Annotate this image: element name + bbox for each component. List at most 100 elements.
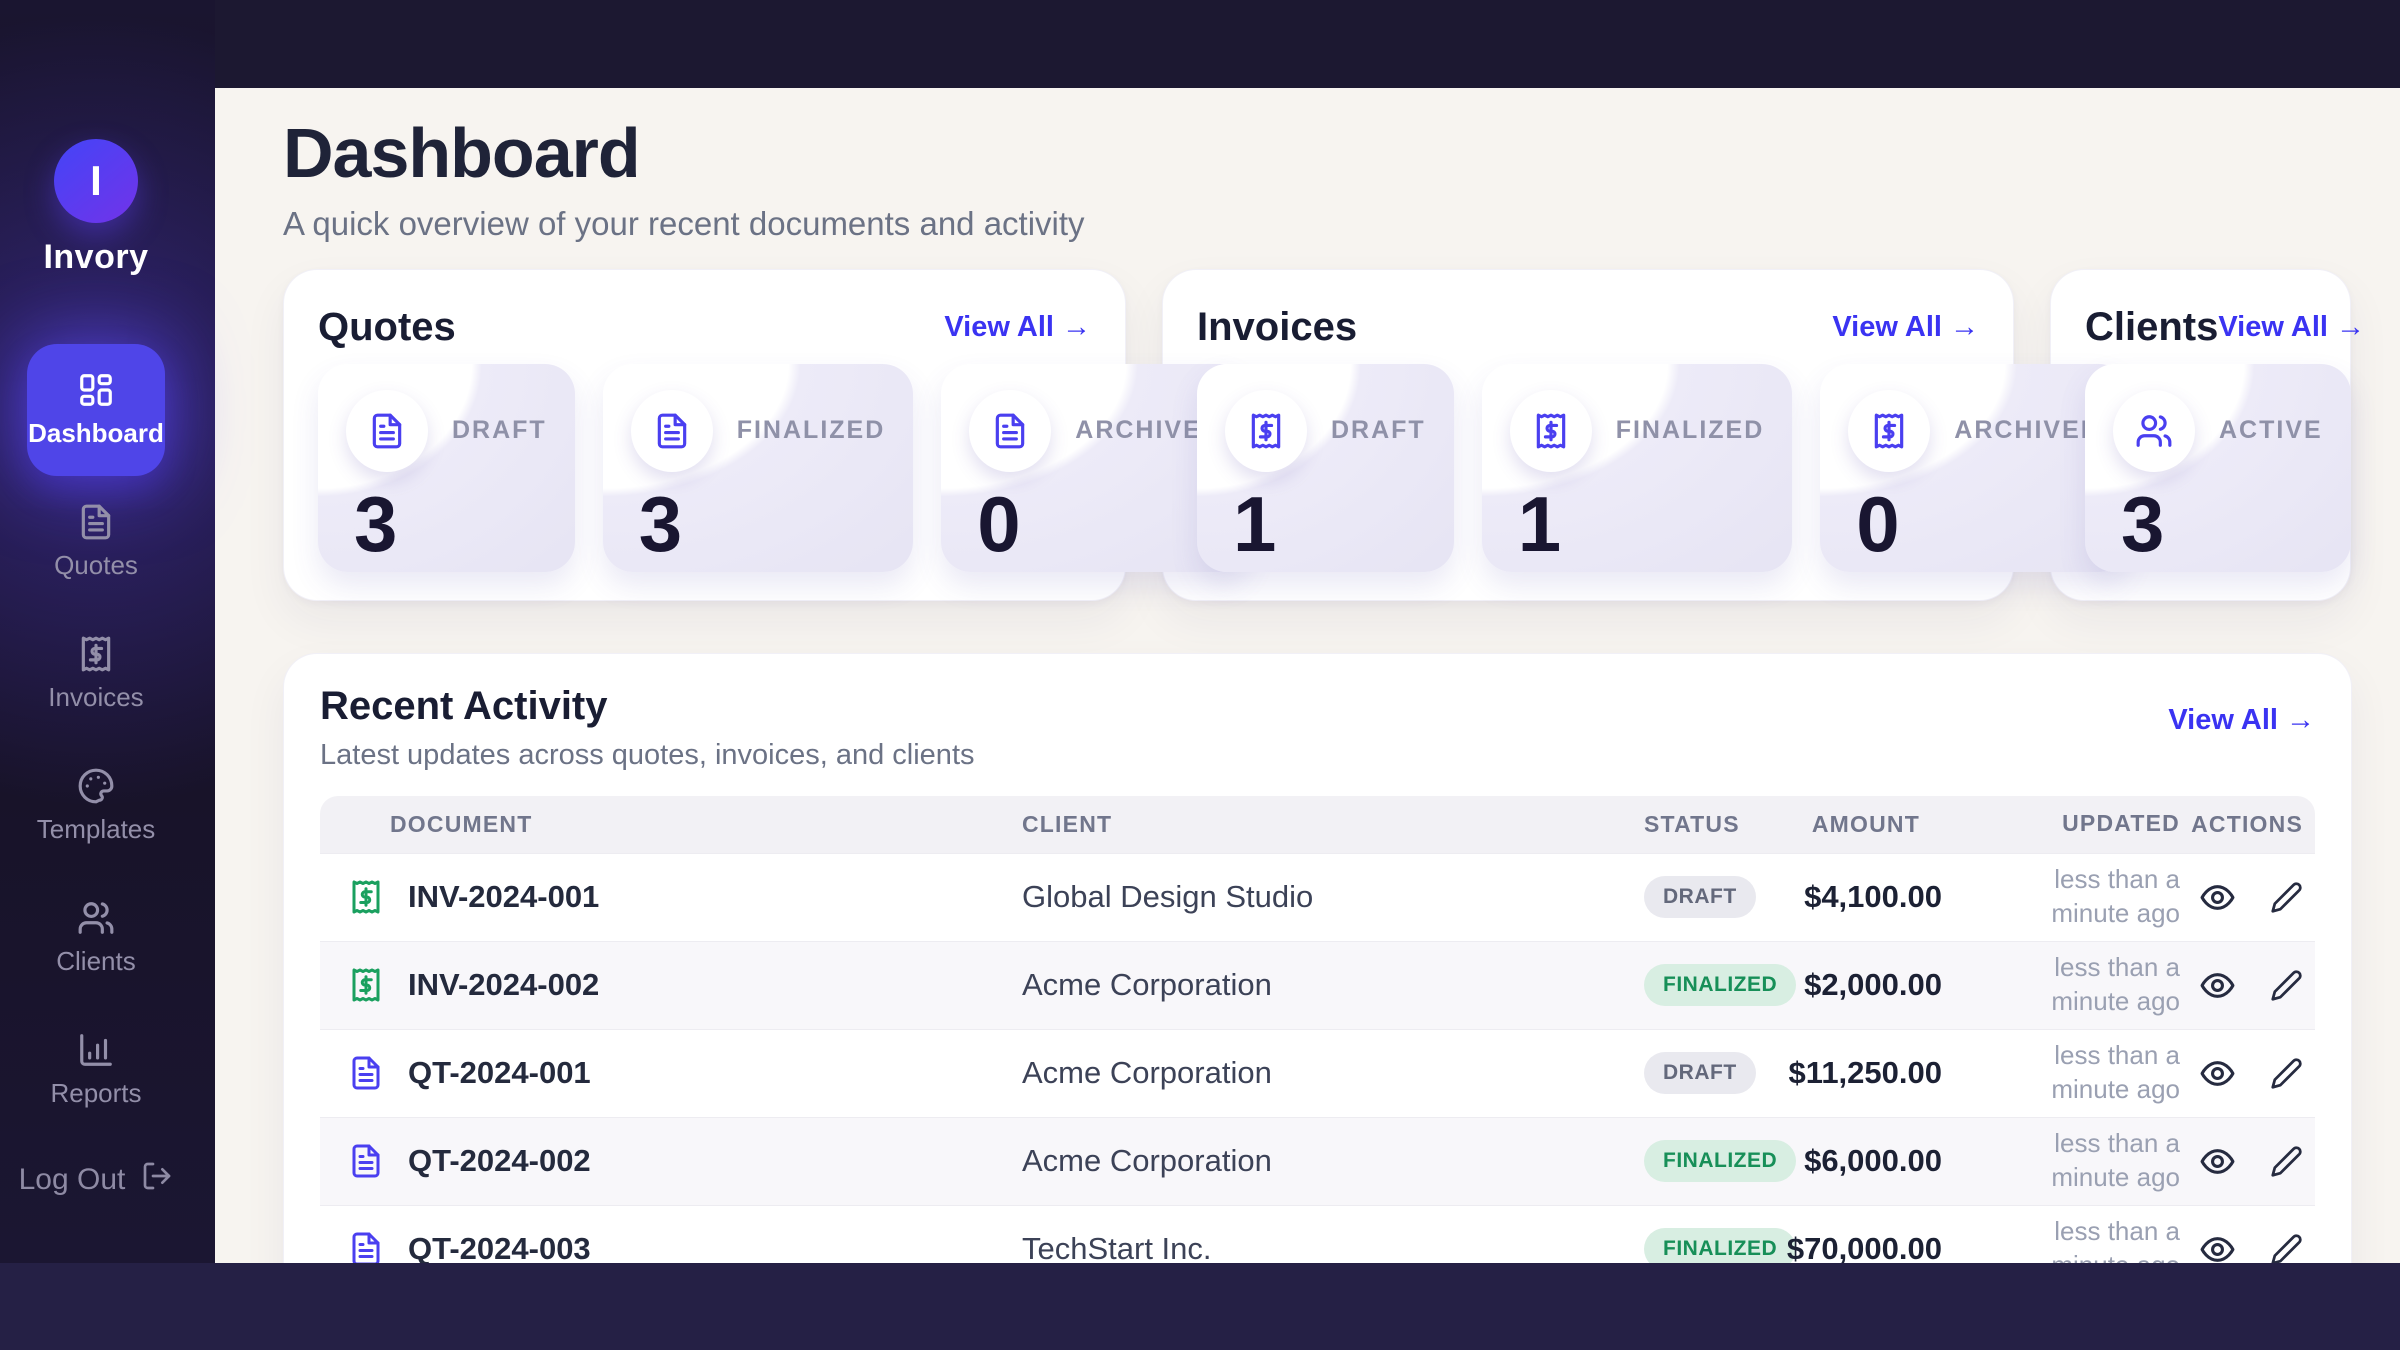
pencil-icon[interactable]	[2270, 1057, 2303, 1090]
sidebar-item-label: Reports	[50, 1078, 142, 1108]
sidebar-item-label: Templates	[36, 814, 156, 844]
invoices-summary-card: Invoices View All → DRAFT 1 FINALIZED 1 ARCHIV…	[1162, 268, 2129, 601]
status-cell: DRAFT	[1622, 1052, 1772, 1095]
stat-value: 1	[1517, 479, 1562, 568]
recent-activity-subtitle: Latest updates across quotes, invoices, …	[320, 738, 975, 771]
brand-name: Invory	[43, 238, 149, 276]
updated-cell: less than a minute ago	[2051, 1128, 2180, 1193]
document-id: INV-2024-002	[408, 967, 600, 1003]
file-text-icon	[77, 503, 115, 541]
sidebar-item-label: Clients	[56, 946, 136, 976]
client-cell: Acme Corporation	[1022, 1055, 1272, 1091]
status-badge: FINALIZED	[1644, 1228, 1797, 1263]
receipt-icon	[1225, 389, 1307, 472]
document-cell: QT-2024-002	[320, 1143, 1022, 1179]
file-text-icon	[348, 1143, 384, 1179]
sidebar-item-clients[interactable]: Clients	[0, 872, 192, 1004]
stat-label: ARCHIVED	[1075, 416, 1222, 445]
amount-cell: $4,100.00	[1804, 879, 1942, 915]
stat-value: 1	[1233, 479, 1277, 568]
table-row: QT-2024-003 TechStart Inc. FINALIZED $70,00…	[320, 1204, 2315, 1263]
actions-cell	[2199, 1055, 2315, 1092]
status-badge: FINALIZED	[1644, 1140, 1797, 1183]
table-row: QT-2024-002 Acme Corporation FINALIZED $6,0…	[320, 1116, 2315, 1205]
status-badge: FINALIZED	[1644, 964, 1797, 1007]
document-cell: QT-2024-001	[320, 1055, 1022, 1091]
client-cell: Global Design Studio	[1022, 879, 1314, 915]
page-title: Dashboard	[283, 114, 641, 192]
client-cell: Acme Corporation	[1022, 1143, 1272, 1179]
stat-value: 3	[2121, 479, 2165, 568]
stat-label: ACTIVE	[2219, 416, 2323, 445]
recent-activity-table: DOCUMENT CLIENT STATUS AMOUNT UPDATED ACTIONS…	[320, 795, 2315, 1263]
receipt-icon	[77, 635, 115, 673]
actions-cell	[2199, 879, 2315, 916]
sidebar-item-quotes[interactable]: Quotes	[0, 476, 192, 608]
table-row: QT-2024-001 Acme Corporation DRAFT $11,250.…	[320, 1028, 2315, 1117]
document-id: QT-2024-002	[408, 1143, 591, 1179]
file-text-icon	[630, 389, 713, 472]
recent-activity-title: Recent Activity	[320, 683, 608, 728]
sidebar-item-templates[interactable]: Templates	[0, 740, 192, 872]
invoices-stat-tile-finalized: FINALIZED 1	[1481, 363, 1793, 572]
summary-cards-row: Quotes View All → DRAFT 3 FINALIZED 3 ARCHIVED…	[283, 268, 2365, 601]
client-cell: Acme Corporation	[1022, 967, 1272, 1003]
stat-label: DRAFT	[1331, 416, 1426, 445]
stat-label: DRAFT	[452, 416, 547, 445]
invoices-stat-tile-archived: ARCHIVED 0	[1820, 363, 2129, 572]
amount-cell: $70,000.00	[1786, 1231, 1942, 1263]
log-out-icon	[141, 1160, 173, 1200]
clients-view-all-link[interactable]: View All →	[2218, 311, 2366, 344]
pencil-icon[interactable]	[2270, 1233, 2303, 1263]
document-cell: QT-2024-003	[320, 1231, 1022, 1263]
column-header-updated: UPDATED	[2062, 810, 2180, 837]
sidebar-item-label: Invoices	[48, 682, 144, 712]
quotes-stat-tile-finalized: FINALIZED 3	[602, 363, 914, 572]
document-id: QT-2024-001	[408, 1055, 591, 1091]
pencil-icon[interactable]	[2270, 969, 2303, 1002]
sidebar-nav: Dashboard Quotes Invoices Templates Clients R…	[0, 344, 192, 1136]
receipt-icon	[1848, 389, 1931, 472]
sidebar-item-reports[interactable]: Reports	[0, 1004, 192, 1136]
client-cell: TechStart Inc.	[1022, 1231, 1212, 1263]
brand-logo: I	[54, 139, 138, 223]
stat-label: ARCHIVED	[1954, 416, 2101, 445]
receipt-icon	[348, 967, 384, 1003]
stat-label: FINALIZED	[736, 416, 886, 445]
amount-cell: $11,250.00	[1788, 1055, 1942, 1091]
bottom-band	[0, 1263, 2400, 1350]
table-row: INV-2024-002 Acme Corporation FINALIZED $2,…	[320, 940, 2315, 1029]
amount-cell: $6,000.00	[1804, 1143, 1942, 1179]
logout-button[interactable]: Log Out	[0, 1152, 192, 1208]
layout-dashboard-icon	[77, 371, 115, 409]
status-cell: FINALIZED	[1622, 1228, 1797, 1263]
sidebar-item-invoices[interactable]: Invoices	[0, 608, 192, 740]
card-title: Clients	[2085, 305, 2219, 350]
updated-cell: less than a minute ago	[2051, 1216, 2180, 1263]
updated-cell: less than a minute ago	[2051, 864, 2180, 929]
actions-cell	[2199, 1143, 2315, 1180]
stat-label: FINALIZED	[1615, 416, 1765, 445]
receipt-icon	[1509, 389, 1592, 472]
users-icon	[77, 899, 115, 937]
sidebar: I Invory Dashboard Quotes Invoices Template…	[0, 0, 215, 1263]
eye-icon[interactable]	[2199, 879, 2236, 916]
table-header-row: DOCUMENT CLIENT STATUS AMOUNT UPDATED ACTIONS	[320, 795, 2315, 853]
eye-icon[interactable]	[2199, 1055, 2236, 1092]
quotes-view-all-link[interactable]: View All →	[944, 311, 1091, 344]
sidebar-item-dashboard[interactable]: Dashboard	[27, 344, 165, 476]
main-content: Dashboard A quick overview of your recen…	[215, 88, 2400, 1263]
document-cell: INV-2024-002	[320, 967, 1022, 1003]
status-badge: DRAFT	[1644, 876, 1756, 919]
updated-cell: less than a minute ago	[2051, 1040, 2180, 1105]
eye-icon[interactable]	[2199, 1231, 2236, 1263]
document-cell: INV-2024-001	[320, 879, 1022, 915]
recent-view-all-link[interactable]: View All →	[2168, 703, 2315, 736]
eye-icon[interactable]	[2199, 967, 2236, 1004]
invoices-view-all-link[interactable]: View All →	[1832, 311, 1979, 344]
eye-icon[interactable]	[2199, 1143, 2236, 1180]
table-row: INV-2024-001 Global Design Studio DRAFT $4,…	[320, 852, 2315, 941]
pencil-icon[interactable]	[2270, 1145, 2303, 1178]
pencil-icon[interactable]	[2270, 881, 2303, 914]
status-badge: DRAFT	[1644, 1052, 1756, 1095]
